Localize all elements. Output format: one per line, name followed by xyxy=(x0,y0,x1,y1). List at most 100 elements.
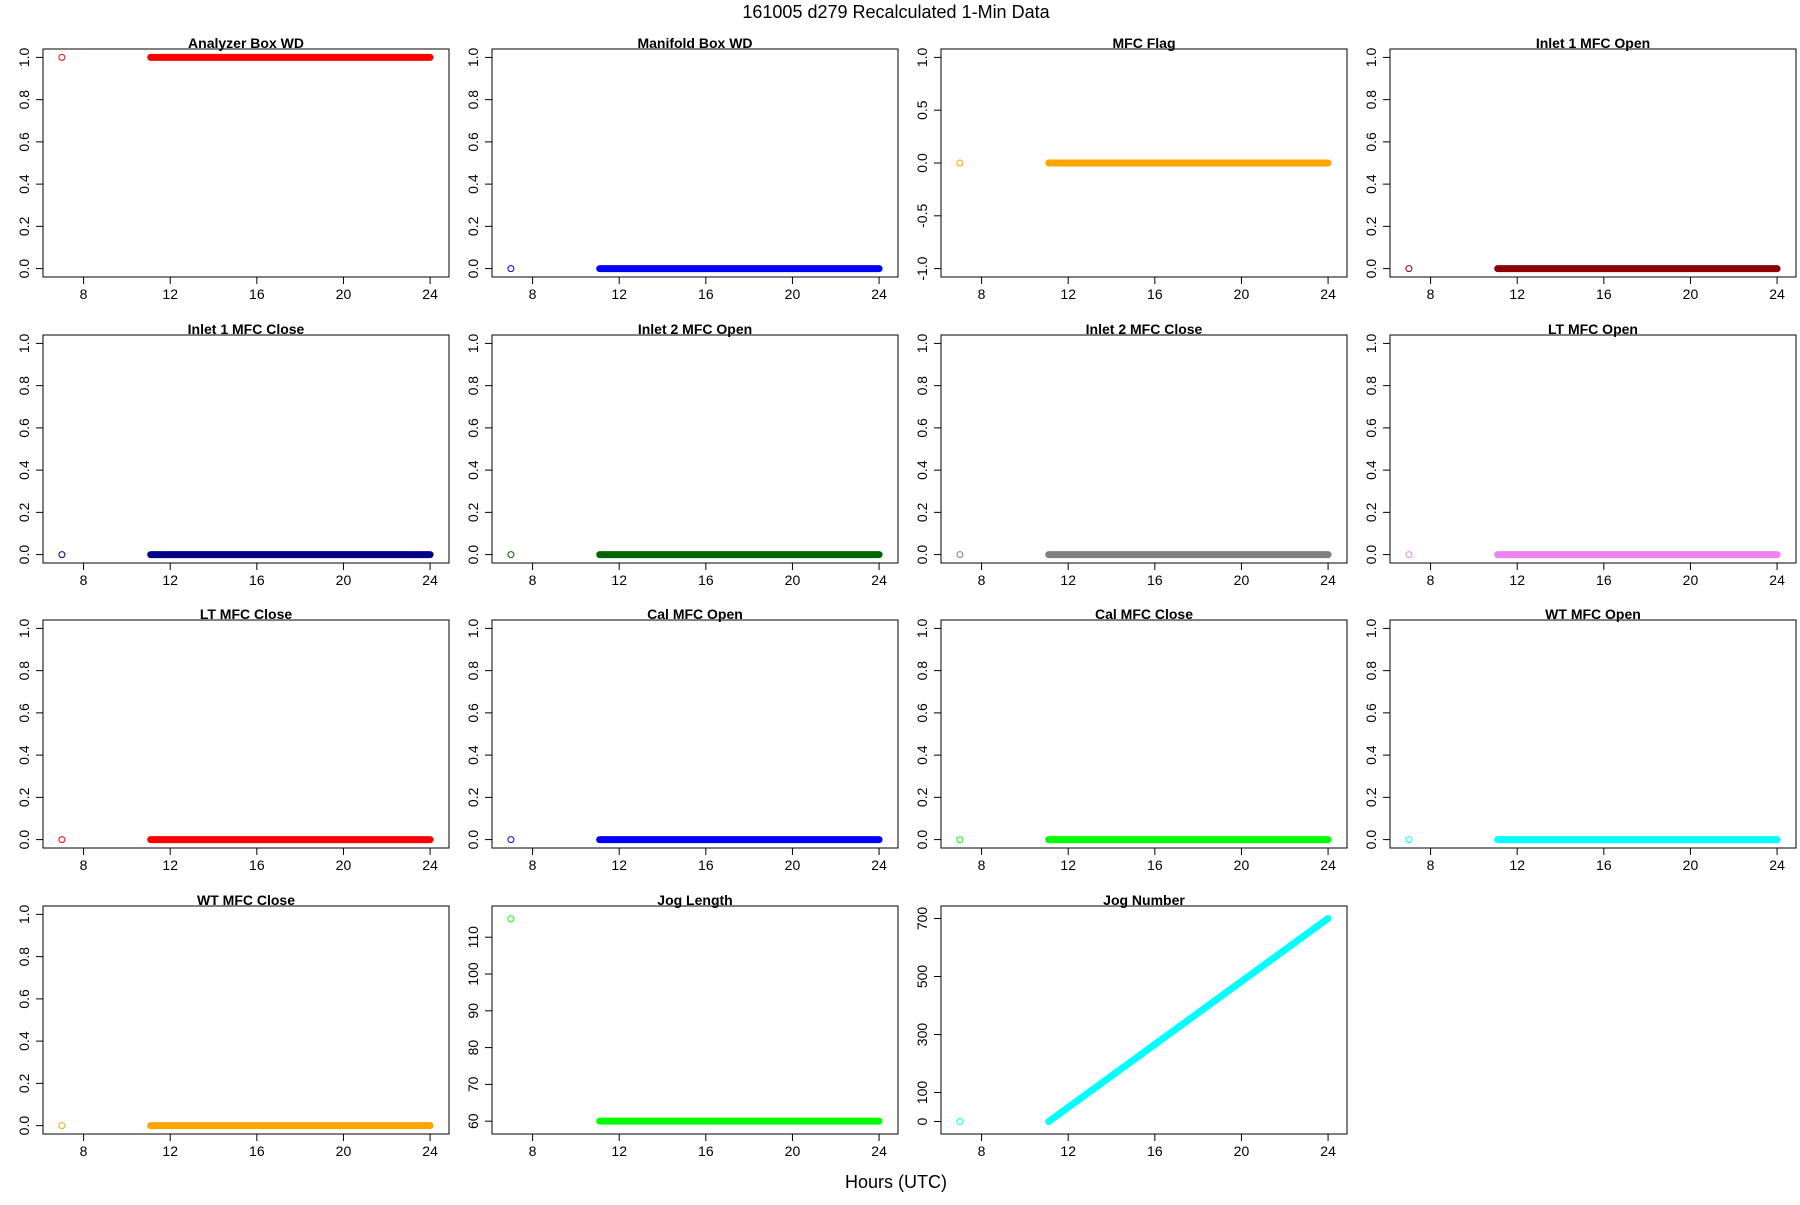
x-tick-label: 20 xyxy=(336,572,352,588)
x-tick-label: 20 xyxy=(1683,857,1699,873)
y-tick-label: 0.6 xyxy=(16,132,32,152)
x-tick-label: 16 xyxy=(1147,1143,1163,1159)
data-point xyxy=(507,551,515,559)
plot-frame xyxy=(1389,619,1797,849)
data-point xyxy=(956,159,964,167)
x-tick-label: 16 xyxy=(1147,286,1163,302)
y-tick-label: 1.0 xyxy=(16,333,32,353)
x-tick-label: 20 xyxy=(1234,286,1250,302)
x-tick-label: 8 xyxy=(1427,572,1435,588)
x-tick-label: 8 xyxy=(80,857,88,873)
x-tick-label: 12 xyxy=(1060,572,1076,588)
x-tick-label: 20 xyxy=(336,286,352,302)
x-tick-label: 16 xyxy=(1147,572,1163,588)
y-tick-label: 0.4 xyxy=(1363,174,1379,194)
y-tick-label: 0.8 xyxy=(465,661,481,681)
y-tick-label: 700 xyxy=(914,907,930,931)
y-tick-label: 1.0 xyxy=(16,47,32,67)
y-tick-label: 0.8 xyxy=(465,90,481,110)
plot-frame xyxy=(42,334,450,564)
x-tick-label: 24 xyxy=(1320,1143,1336,1159)
y-tick-label: 0.6 xyxy=(16,989,32,1009)
plot-frame xyxy=(491,619,899,849)
x-tick-label: 24 xyxy=(871,857,887,873)
panel-4: Inlet 1 MFC Close 8 12 16 20 24 0.0 0.2 0.4 0.6 0.… xyxy=(16,321,450,588)
y-tick-label: 500 xyxy=(914,965,930,989)
x-tick-label: 12 xyxy=(1509,857,1525,873)
data-point xyxy=(58,1122,66,1130)
x-tick-label: 16 xyxy=(698,857,714,873)
x-tick-label: 16 xyxy=(249,1143,265,1159)
x-tick-label: 12 xyxy=(1509,572,1525,588)
y-tick-label: 0.8 xyxy=(16,947,32,967)
panel-title: Analyzer Box WD xyxy=(188,35,304,51)
x-tick-label: 8 xyxy=(529,286,537,302)
x-tick-label: 8 xyxy=(529,572,537,588)
y-tick-label: 0.2 xyxy=(465,787,481,807)
x-tick-label: 24 xyxy=(871,286,887,302)
y-tick-label: 100 xyxy=(914,1081,930,1105)
y-tick-label: 0.4 xyxy=(465,460,481,480)
x-tick-label: 16 xyxy=(249,286,265,302)
y-tick-label: 0.2 xyxy=(914,787,930,807)
y-tick-label: 0.4 xyxy=(914,745,930,765)
y-tick-label: 1.0 xyxy=(914,333,930,353)
plot-frame xyxy=(1389,48,1797,278)
panel-0: Analyzer Box WD 8 12 16 20 24 0.0 0.2 0.4 0.6 0.8 1… xyxy=(16,35,450,302)
panel-title: Inlet 2 MFC Open xyxy=(638,321,752,337)
y-tick-label: 1.0 xyxy=(914,618,930,638)
x-tick-label: 24 xyxy=(1320,286,1336,302)
panel-5: Inlet 2 MFC Open 8 12 16 20 24 0.0 0.2 0.4 0.6 0.8… xyxy=(465,321,899,588)
y-tick-label: 1.0 xyxy=(465,333,481,353)
y-tick-label: 0.2 xyxy=(1363,787,1379,807)
y-tick-label: 0.0 xyxy=(914,830,930,850)
x-tick-label: 12 xyxy=(611,286,627,302)
x-tick-label: 24 xyxy=(422,857,438,873)
data-point xyxy=(1405,836,1413,844)
panel-9: Cal MFC Open 8 12 16 20 24 0.0 0.2 0.4 0.6 0.8 1.0 xyxy=(465,606,899,873)
data-point xyxy=(956,551,964,559)
y-tick-label: 0.8 xyxy=(914,661,930,681)
y-tick-label: 1.0 xyxy=(1363,618,1379,638)
panel-7: LT MFC Open 8 12 16 20 24 0.0 0.2 0.4 0.6 0.8 1.0 xyxy=(1363,321,1797,588)
y-tick-label: 0.6 xyxy=(16,703,32,723)
x-tick-label: 20 xyxy=(336,1143,352,1159)
x-tick-label: 16 xyxy=(698,572,714,588)
x-tick-label: 20 xyxy=(1234,572,1250,588)
x-tick-label: 12 xyxy=(1060,857,1076,873)
x-tick-label: 16 xyxy=(1147,857,1163,873)
panel-3: Inlet 1 MFC Open 8 12 16 20 24 0.0 0.2 0.4 0.6 0.8… xyxy=(1363,35,1797,302)
panel-1: Manifold Box WD 8 12 16 20 24 0.0 0.2 0.4 0.6 0.8 1… xyxy=(465,35,899,302)
x-tick-label: 16 xyxy=(1596,286,1612,302)
data-point xyxy=(507,265,515,273)
x-tick-label: 16 xyxy=(1596,572,1612,588)
data-point xyxy=(507,915,515,923)
y-tick-label: 0.4 xyxy=(16,174,32,194)
y-tick-label: 0.0 xyxy=(465,830,481,850)
y-tick-label: 60 xyxy=(465,1113,481,1129)
x-tick-label: 8 xyxy=(80,1143,88,1159)
x-tick-label: 8 xyxy=(529,857,537,873)
y-tick-label: 0.5 xyxy=(914,100,930,120)
x-axis-label: Hours (UTC) xyxy=(845,1172,947,1192)
y-tick-label: 70 xyxy=(465,1076,481,1092)
x-tick-label: 20 xyxy=(785,286,801,302)
x-tick-label: 24 xyxy=(422,572,438,588)
x-tick-label: 16 xyxy=(1596,857,1612,873)
y-tick-label: 0.8 xyxy=(16,661,32,681)
y-tick-label: 0.2 xyxy=(16,787,32,807)
x-tick-label: 20 xyxy=(785,572,801,588)
y-tick-label: 0.6 xyxy=(1363,132,1379,152)
data-point xyxy=(956,1118,964,1126)
plot-frame xyxy=(940,334,1348,564)
x-tick-label: 20 xyxy=(1683,572,1699,588)
x-tick-label: 16 xyxy=(249,572,265,588)
y-tick-label: 0.0 xyxy=(914,545,930,565)
panel-title: Inlet 1 MFC Open xyxy=(1536,35,1650,51)
y-tick-label: 80 xyxy=(465,1040,481,1056)
y-tick-label: 0.0 xyxy=(16,830,32,850)
data-point xyxy=(1405,551,1413,559)
x-tick-label: 16 xyxy=(698,286,714,302)
x-tick-label: 20 xyxy=(336,857,352,873)
y-tick-label: 0.8 xyxy=(1363,90,1379,110)
